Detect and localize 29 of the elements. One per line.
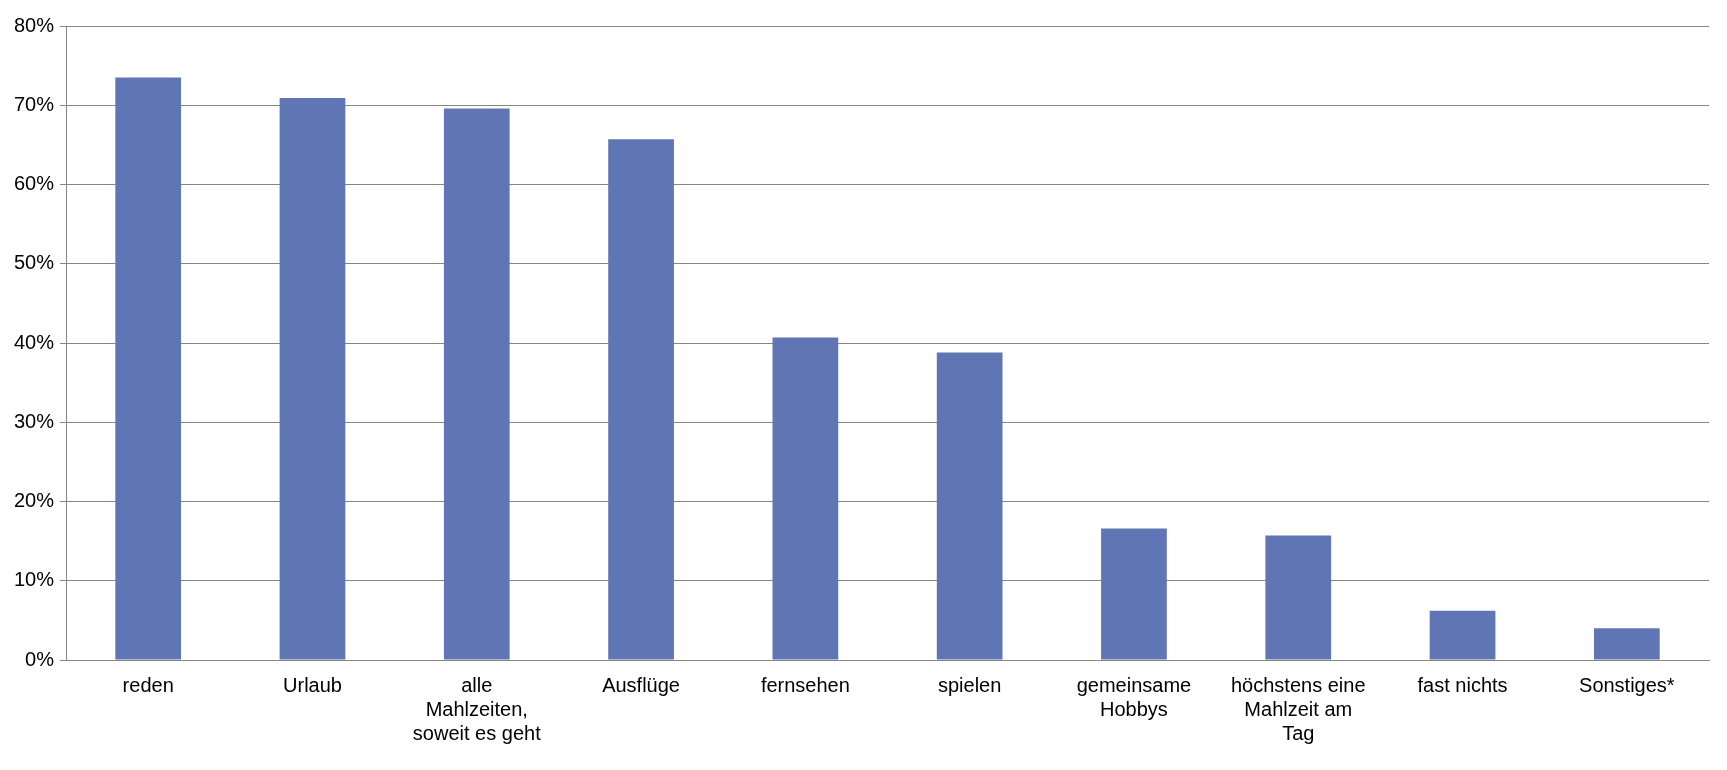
bar <box>936 352 1003 660</box>
x-tick-label: gemeinsame Hobbys <box>1076 673 1192 720</box>
y-tick-label: 20% <box>14 489 55 512</box>
bar <box>115 77 182 660</box>
y-tick-label: 10% <box>14 568 55 591</box>
bar <box>1593 628 1660 660</box>
x-tick-label: reden <box>122 673 174 696</box>
x-tick-label: Ausflüge <box>602 673 680 696</box>
bar <box>443 108 510 660</box>
x-tick-label: fernsehen <box>760 673 850 696</box>
x-tick-label: fast nichts <box>1417 673 1508 696</box>
x-tick-label: höchstens eine Mahlzeit am Tag <box>1230 673 1366 744</box>
y-tick-label: 80% <box>14 13 55 36</box>
x-tick-label: Urlaub <box>283 673 342 696</box>
y-tick-label: 60% <box>14 172 55 195</box>
x-tick-label: Sonstiges* <box>1579 673 1675 696</box>
bar <box>279 98 346 660</box>
y-tick-label: 0% <box>25 647 55 670</box>
y-tick-label: 70% <box>14 92 55 115</box>
x-tick-label: alle Mahlzeiten, soweit es geht <box>412 673 542 744</box>
bar <box>608 139 674 660</box>
y-tick-label: 30% <box>14 409 55 432</box>
y-tick-label: 40% <box>14 330 55 353</box>
bar <box>1101 528 1167 660</box>
x-tick-label: spielen <box>937 673 1002 696</box>
bar <box>1265 535 1332 660</box>
y-tick-label: 50% <box>14 251 55 274</box>
bar <box>1429 610 1496 660</box>
bar <box>772 337 839 660</box>
